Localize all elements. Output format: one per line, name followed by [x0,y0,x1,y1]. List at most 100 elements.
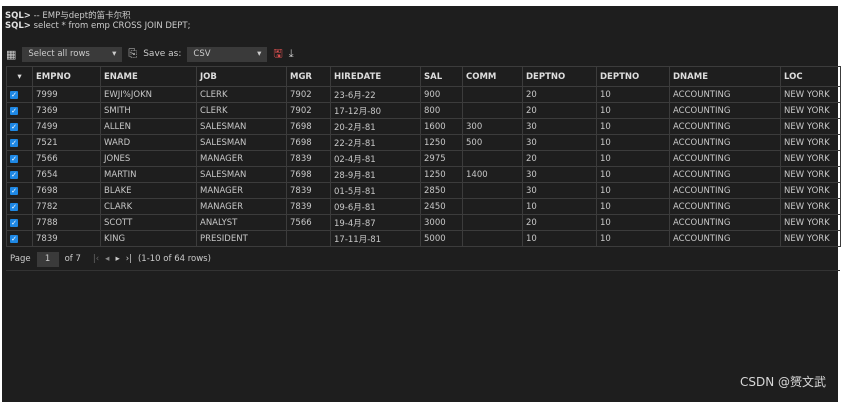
table-cell[interactable]: ACCOUNTING [669,134,781,151]
table-cell[interactable]: 19-4月-87 [330,214,421,231]
table-cell[interactable]: 3000 [420,214,463,231]
table-cell[interactable]: PRESIDENT [196,230,287,247]
table-cell[interactable]: 7566 [286,214,331,231]
column-header[interactable]: COMM [462,66,523,87]
column-header[interactable]: MGR [286,66,331,87]
table-cell[interactable]: ACCOUNTING [669,86,781,103]
table-cell[interactable]: 02-4月-81 [330,150,421,167]
table-cell[interactable]: ACCOUNTING [669,182,781,199]
download-icon[interactable]: ⤓ [288,47,294,60]
page-input[interactable]: 1 [36,251,59,267]
table-cell[interactable]: 20 [522,86,597,103]
table-cell[interactable]: 900 [420,86,463,103]
column-header[interactable]: JOB [196,66,287,87]
table-cell[interactable]: 300 [462,118,523,135]
table-cell[interactable]: 10 [596,150,670,167]
column-header[interactable]: HIREDATE [330,66,421,87]
table-cell[interactable]: 7839 [286,198,331,215]
table-cell[interactable]: NEW YORK [780,150,841,167]
table-cell[interactable]: 7566 [32,150,101,167]
table-cell[interactable]: 28-9月-81 [330,166,421,183]
checkbox-checked-icon[interactable]: ✓ [10,122,18,131]
table-cell[interactable]: 10 [522,230,597,247]
last-page-icon[interactable]: ›| [125,254,132,264]
checkbox-checked-icon[interactable]: ✓ [10,154,18,163]
table-cell[interactable]: 7839 [32,230,101,247]
table-cell[interactable]: 23-6月-22 [330,86,421,103]
table-cell[interactable]: 7698 [32,182,101,199]
table-cell[interactable]: SALESMAN [196,118,287,135]
table-cell[interactable]: 7698 [286,134,331,151]
checkbox-checked-icon[interactable]: ✓ [10,234,18,243]
table-cell[interactable]: NEW YORK [780,230,841,247]
table-cell[interactable]: 1250 [420,134,463,151]
table-cell[interactable] [462,150,523,167]
row-checkbox[interactable]: ✓ [6,198,33,215]
table-cell[interactable]: MARTIN [100,166,197,183]
table-cell[interactable]: 20 [522,214,597,231]
table-cell[interactable]: ACCOUNTING [669,214,781,231]
row-checkbox[interactable]: ✓ [6,118,33,135]
table-cell[interactable]: NEW YORK [780,214,841,231]
table-cell[interactable]: 10 [596,134,670,151]
table-cell[interactable]: 17-12月-80 [330,102,421,119]
table-cell[interactable]: 2450 [420,198,463,215]
table-cell[interactable]: CLERK [196,86,287,103]
table-cell[interactable]: MANAGER [196,150,287,167]
table-cell[interactable]: 17-11月-81 [330,230,421,247]
column-header[interactable]: DNAME [669,66,781,87]
prev-page-icon[interactable]: ◂ [105,254,110,264]
table-cell[interactable]: NEW YORK [780,86,841,103]
row-checkbox[interactable]: ✓ [6,150,33,167]
column-header[interactable]: LOC [780,66,841,87]
table-cell[interactable] [462,214,523,231]
table-cell[interactable]: 2975 [420,150,463,167]
grid-icon[interactable]: ▦ [6,47,17,61]
table-cell[interactable] [462,230,523,247]
table-cell[interactable]: 20 [522,102,597,119]
column-header[interactable]: DEPTNO [522,66,597,87]
table-cell[interactable] [462,102,523,119]
table-cell[interactable]: ACCOUNTING [669,150,781,167]
table-cell[interactable]: 2850 [420,182,463,199]
checkbox-checked-icon[interactable]: ✓ [10,170,18,179]
table-cell[interactable]: 500 [462,134,523,151]
table-cell[interactable]: 30 [522,166,597,183]
table-cell[interactable]: 7902 [286,86,331,103]
table-cell[interactable]: 7521 [32,134,101,151]
table-cell[interactable]: NEW YORK [780,166,841,183]
checkbox-checked-icon[interactable]: ✓ [10,138,18,147]
checkbox-checked-icon[interactable]: ✓ [10,218,18,227]
table-cell[interactable]: 5000 [420,230,463,247]
table-cell[interactable]: 10 [596,230,670,247]
table-cell[interactable]: 10 [596,86,670,103]
table-cell[interactable]: 7839 [286,182,331,199]
table-cell[interactable]: 7999 [32,86,101,103]
table-cell[interactable]: NEW YORK [780,118,841,135]
column-header[interactable]: SAL [420,66,463,87]
table-cell[interactable]: ACCOUNTING [669,102,781,119]
table-cell[interactable]: MANAGER [196,198,287,215]
table-cell[interactable]: 7782 [32,198,101,215]
checkbox-checked-icon[interactable]: ✓ [10,202,18,211]
table-cell[interactable]: CLERK [196,102,287,119]
row-checkbox[interactable]: ✓ [6,166,33,183]
table-cell[interactable]: 7369 [32,102,101,119]
table-cell[interactable]: NEW YORK [780,134,841,151]
table-cell[interactable]: 1600 [420,118,463,135]
table-cell[interactable]: SMITH [100,102,197,119]
table-cell[interactable]: 7839 [286,150,331,167]
table-cell[interactable] [462,198,523,215]
table-cell[interactable] [286,230,331,247]
table-cell[interactable] [462,182,523,199]
checkbox-checked-icon[interactable]: ✓ [10,90,18,99]
table-cell[interactable]: 09-6月-81 [330,198,421,215]
table-cell[interactable]: 7499 [32,118,101,135]
checkbox-checked-icon[interactable]: ✓ [10,106,18,115]
table-cell[interactable]: CLARK [100,198,197,215]
table-cell[interactable]: EWJI%JOKN [100,86,197,103]
table-cell[interactable]: 30 [522,182,597,199]
table-cell[interactable]: JONES [100,150,197,167]
column-header[interactable]: EMPNO [32,66,101,87]
row-checkbox[interactable]: ✓ [6,230,33,247]
